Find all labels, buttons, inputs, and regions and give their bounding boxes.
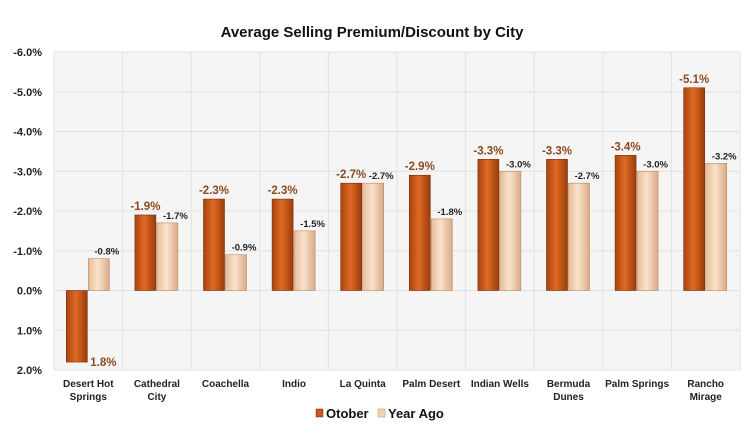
legend-label: Year Ago <box>388 406 444 421</box>
data-label-october: 1.8% <box>90 357 116 369</box>
chart-title: Average Selling Premium/Discount by City <box>221 24 525 41</box>
y-tick-label: -1.0% <box>13 246 42 258</box>
category-label: Dunes <box>553 392 584 403</box>
bar-year-ago <box>568 182 590 291</box>
bar-october <box>614 155 637 291</box>
category-label: La Quinta <box>340 379 387 390</box>
y-tick-label: 0.0% <box>17 286 42 298</box>
data-label-year-ago: -3.2% <box>712 151 737 162</box>
bar-october <box>683 87 706 291</box>
category-label: Palm Springs <box>605 379 669 390</box>
bar-year-ago <box>362 182 385 291</box>
bar-october <box>546 159 568 291</box>
category-label: Coachella <box>202 379 250 390</box>
data-label-year-ago: -0.9% <box>232 243 257 254</box>
bar-year-ago <box>499 170 522 291</box>
legend-label: Otober <box>326 406 369 421</box>
bar-year-ago <box>705 163 728 291</box>
y-tick-label: 1.0% <box>17 325 42 337</box>
data-label-october: -1.9% <box>130 201 160 213</box>
y-tick-label: -3.0% <box>13 166 42 178</box>
bar-october <box>271 198 294 291</box>
category-label: Indio <box>282 379 306 390</box>
y-tick-label: -5.0% <box>13 87 42 99</box>
category-label: Mirage <box>690 392 723 403</box>
data-label-year-ago: -2.7% <box>575 171 600 182</box>
bar-year-ago <box>636 170 659 291</box>
bar-year-ago <box>225 254 247 291</box>
category-label: Cathedral <box>134 379 180 390</box>
category-label: Palm Desert <box>402 379 460 390</box>
data-label-october: -3.4% <box>611 141 641 153</box>
category-label: Rancho <box>687 379 724 390</box>
data-label-october: -2.9% <box>405 161 435 173</box>
category-label: Bermuda <box>547 379 591 390</box>
category-label: Springs <box>70 392 108 403</box>
bar-year-ago <box>293 230 316 291</box>
data-label-year-ago: -1.5% <box>300 219 325 230</box>
bar-october <box>134 214 157 291</box>
legend-swatch <box>315 408 324 418</box>
bar-year-ago <box>430 218 453 291</box>
y-tick-label: -4.0% <box>13 127 42 139</box>
category-label: Desert Hot <box>63 379 114 390</box>
data-label-october: -3.3% <box>542 145 572 157</box>
data-label-year-ago: -2.7% <box>369 171 394 182</box>
bar-october <box>477 159 500 291</box>
bar-year-ago <box>88 258 110 291</box>
bar-october <box>340 182 363 291</box>
bar-year-ago <box>156 222 179 291</box>
data-label-year-ago: -1.8% <box>437 207 462 218</box>
y-tick-label: -2.0% <box>13 206 42 218</box>
y-tick-label: -6.0% <box>13 47 42 59</box>
y-tick-label: 2.0% <box>17 365 42 377</box>
data-label-year-ago: -1.7% <box>163 211 188 222</box>
category-label: City <box>147 392 166 403</box>
data-label-october: -2.3% <box>199 185 229 197</box>
data-label-october: -2.7% <box>336 169 366 181</box>
data-label-year-ago: -3.0% <box>643 159 668 170</box>
bar-october <box>408 174 431 291</box>
data-label-october: -3.3% <box>473 145 503 157</box>
data-label-year-ago: -0.8% <box>94 247 119 258</box>
legend-swatch <box>377 408 386 418</box>
bar-october <box>203 198 225 291</box>
data-label-october: -2.3% <box>268 185 298 197</box>
bar-october <box>66 290 88 363</box>
category-label: Indian Wells <box>471 379 530 390</box>
data-label-year-ago: -3.0% <box>506 159 531 170</box>
data-label-october: -5.1% <box>679 74 709 86</box>
